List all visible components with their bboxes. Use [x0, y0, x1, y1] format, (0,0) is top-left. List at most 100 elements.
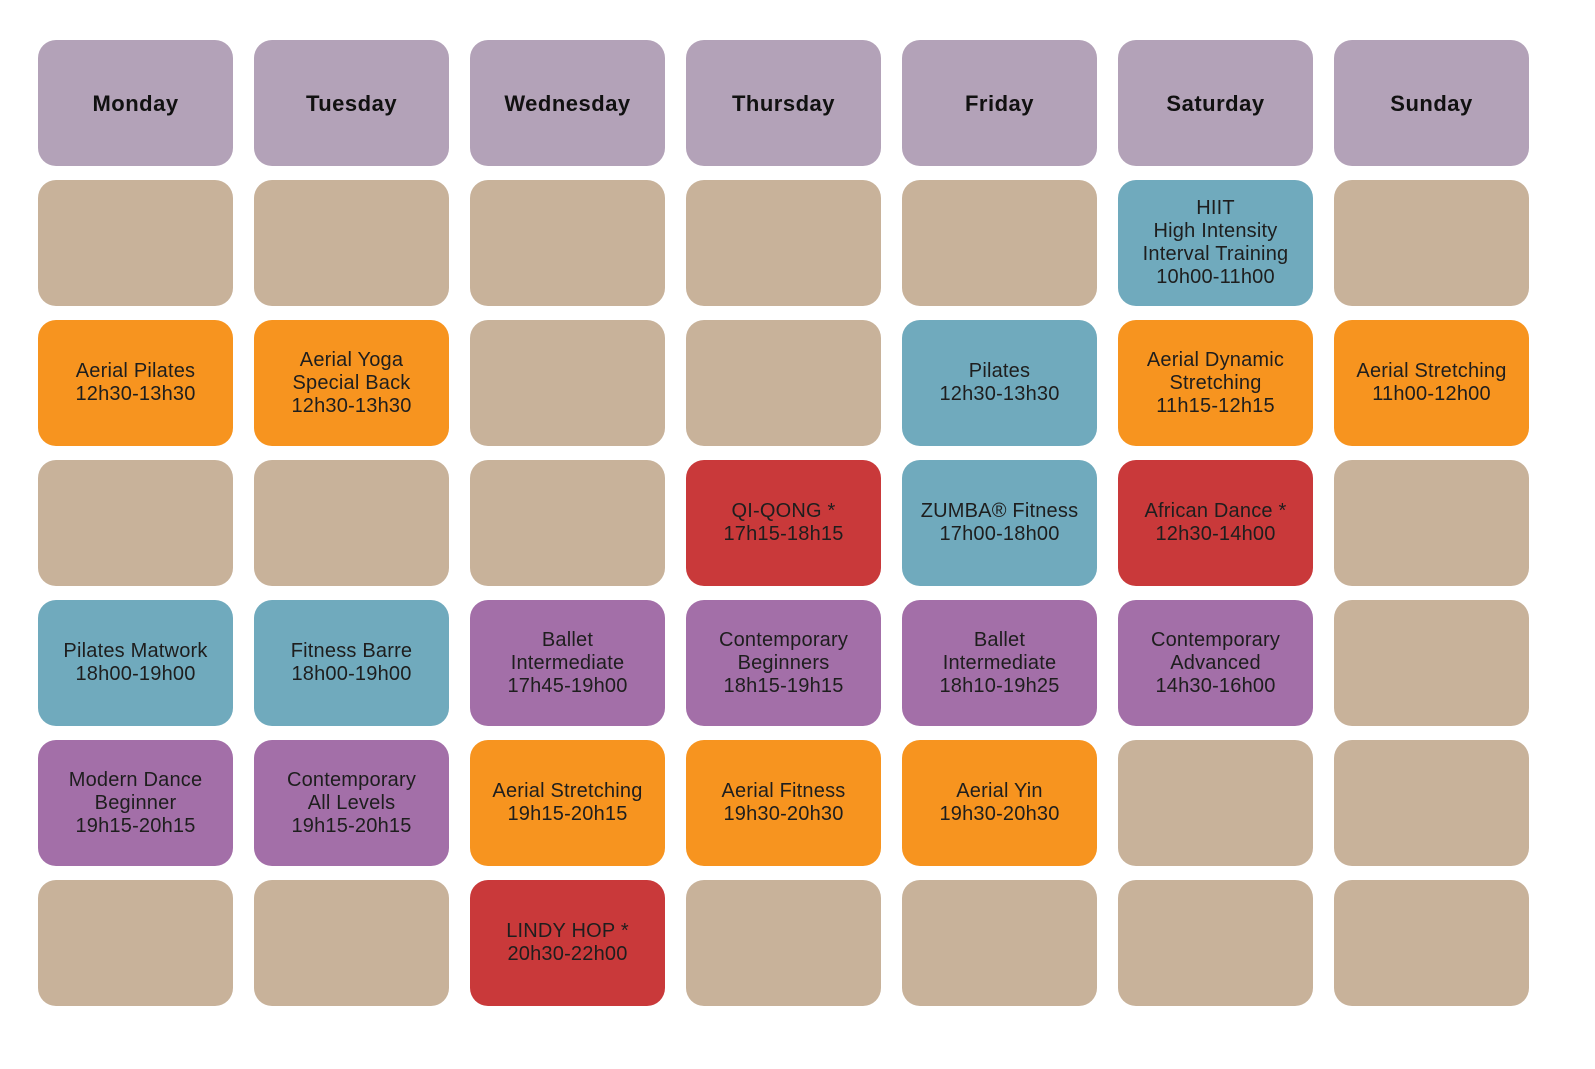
- class-name-line: HIIT: [1196, 197, 1235, 219]
- class-name-line: African Dance *: [1144, 500, 1287, 522]
- day-header-sunday: Sunday: [1334, 40, 1529, 166]
- class-name-line: Aerial Yoga: [299, 348, 404, 371]
- empty-slot: [686, 880, 881, 1006]
- class-name-line: Interval Training: [1142, 243, 1289, 265]
- class-slot-saturday: Aerial Dynamic Stretching 11h15-12h15: [1118, 320, 1313, 446]
- empty-slot: [1334, 740, 1529, 866]
- class-name-line: High Intensity: [1153, 220, 1278, 242]
- class-name-line: Beginners: [737, 651, 830, 674]
- class-name-line: Fitness Barre: [290, 640, 413, 662]
- class-name-line: Beginner: [94, 791, 177, 814]
- class-name-line: Aerial Stretching: [492, 780, 643, 802]
- class-time: 18h00-19h00: [75, 663, 196, 685]
- class-slot-thursday: Contemporary Beginners 18h15-19h15: [686, 600, 881, 726]
- class-name-line: Contemporary: [1150, 628, 1281, 651]
- day-header-saturday: Saturday: [1118, 40, 1313, 166]
- class-name-line: All Levels: [307, 791, 396, 814]
- empty-slot: [1334, 600, 1529, 726]
- day-header-tuesday: Tuesday: [254, 40, 449, 166]
- empty-slot: [254, 180, 449, 306]
- class-time: 17h15-18h15: [723, 523, 844, 545]
- empty-slot: [38, 460, 233, 586]
- class-name-line: Aerial Fitness: [721, 780, 846, 802]
- class-time: 10h00-11h00: [1156, 266, 1275, 288]
- class-name-line: Aerial Dynamic: [1146, 348, 1285, 371]
- class-name-line: Special Back: [292, 371, 411, 394]
- class-slot-monday: Aerial Pilates 12h30-13h30: [38, 320, 233, 446]
- empty-slot: [470, 180, 665, 306]
- class-slot-wednesday: Ballet Intermediate 17h45-19h00: [470, 600, 665, 726]
- day-header-monday: Monday: [38, 40, 233, 166]
- empty-slot: [254, 460, 449, 586]
- class-slot-monday: Modern Dance Beginner 19h15-20h15: [38, 740, 233, 866]
- class-time: 11h00-12h00: [1372, 383, 1491, 405]
- class-slot-tuesday: Fitness Barre 18h00-19h00: [254, 600, 449, 726]
- class-slot-wednesday: Aerial Stretching 19h15-20h15: [470, 740, 665, 866]
- empty-slot: [1118, 880, 1313, 1006]
- class-slot-friday: Pilates 12h30-13h30: [902, 320, 1097, 446]
- class-name-line: Aerial Stretching: [1356, 360, 1507, 382]
- class-slot-friday: Aerial Yin 19h30-20h30: [902, 740, 1097, 866]
- class-time: 18h00-19h00: [291, 663, 412, 685]
- class-time: 11h15-12h15: [1156, 394, 1275, 417]
- class-time: 20h30-22h00: [507, 943, 628, 965]
- class-time: 17h45-19h00: [507, 674, 628, 697]
- empty-slot: [470, 460, 665, 586]
- class-slot-friday: Ballet Intermediate 18h10-19h25: [902, 600, 1097, 726]
- class-time: 14h30-16h00: [1155, 674, 1276, 697]
- class-time: 17h00-18h00: [939, 523, 1060, 545]
- class-slot-friday: ZUMBA® Fitness 17h00-18h00: [902, 460, 1097, 586]
- class-name-line: Aerial Yin: [956, 780, 1043, 802]
- empty-slot: [902, 180, 1097, 306]
- class-name-line: ZUMBA® Fitness: [920, 500, 1079, 522]
- class-time: 19h15-20h15: [75, 814, 196, 837]
- class-name-line: Advanced: [1170, 651, 1261, 674]
- class-slot-tuesday: Aerial Yoga Special Back 12h30-13h30: [254, 320, 449, 446]
- class-time: 19h15-20h15: [291, 814, 412, 837]
- class-time: 19h30-20h30: [723, 803, 844, 825]
- empty-slot: [1118, 740, 1313, 866]
- class-time: 12h30-14h00: [1155, 523, 1276, 545]
- class-slot-saturday: HIIT High Intensity Interval Training 10h00…: [1118, 180, 1313, 306]
- class-name-line: LINDY HOP *: [506, 920, 629, 942]
- class-name-line: Intermediate: [510, 651, 625, 674]
- empty-slot: [1334, 880, 1529, 1006]
- class-name-line: QI-QONG *: [731, 500, 836, 522]
- day-header-friday: Friday: [902, 40, 1097, 166]
- class-time: 19h15-20h15: [507, 803, 628, 825]
- class-time: 18h15-19h15: [723, 674, 844, 697]
- class-time: 19h30-20h30: [939, 803, 1060, 825]
- class-slot-saturday: Contemporary Advanced 14h30-16h00: [1118, 600, 1313, 726]
- empty-slot: [254, 880, 449, 1006]
- class-name-line: Contemporary: [718, 628, 849, 651]
- class-name-line: Modern Dance: [68, 768, 203, 791]
- class-slot-saturday: African Dance * 12h30-14h00: [1118, 460, 1313, 586]
- class-name-line: Pilates Matwork: [63, 640, 208, 662]
- class-slot-thursday: Aerial Fitness 19h30-20h30: [686, 740, 881, 866]
- class-slot-thursday: QI-QONG * 17h15-18h15: [686, 460, 881, 586]
- class-time: 12h30-13h30: [939, 383, 1060, 405]
- class-name-line: Stretching: [1169, 371, 1262, 394]
- empty-slot: [1334, 180, 1529, 306]
- class-name-line: Aerial Pilates: [75, 360, 196, 382]
- empty-slot: [686, 180, 881, 306]
- empty-slot: [38, 180, 233, 306]
- class-slot-wednesday: LINDY HOP * 20h30-22h00: [470, 880, 665, 1006]
- class-slot-monday: Pilates Matwork 18h00-19h00: [38, 600, 233, 726]
- empty-slot: [470, 320, 665, 446]
- empty-slot: [686, 320, 881, 446]
- empty-slot: [1334, 460, 1529, 586]
- empty-slot: [902, 880, 1097, 1006]
- day-header-thursday: Thursday: [686, 40, 881, 166]
- class-time: 18h10-19h25: [939, 674, 1060, 697]
- class-name-line: Ballet: [541, 628, 594, 651]
- class-slot-tuesday: Contemporary All Levels 19h15-20h15: [254, 740, 449, 866]
- class-name-line: Intermediate: [942, 651, 1057, 674]
- class-name-line: Contemporary: [286, 768, 417, 791]
- class-time: 12h30-13h30: [75, 383, 196, 405]
- class-time: 12h30-13h30: [291, 394, 412, 417]
- class-name-line: Pilates: [968, 360, 1031, 382]
- class-name-line: Ballet: [973, 628, 1026, 651]
- weekly-schedule-grid: Monday Tuesday Wednesday Thursday Friday…: [38, 40, 1529, 1006]
- class-slot-sunday: Aerial Stretching 11h00-12h00: [1334, 320, 1529, 446]
